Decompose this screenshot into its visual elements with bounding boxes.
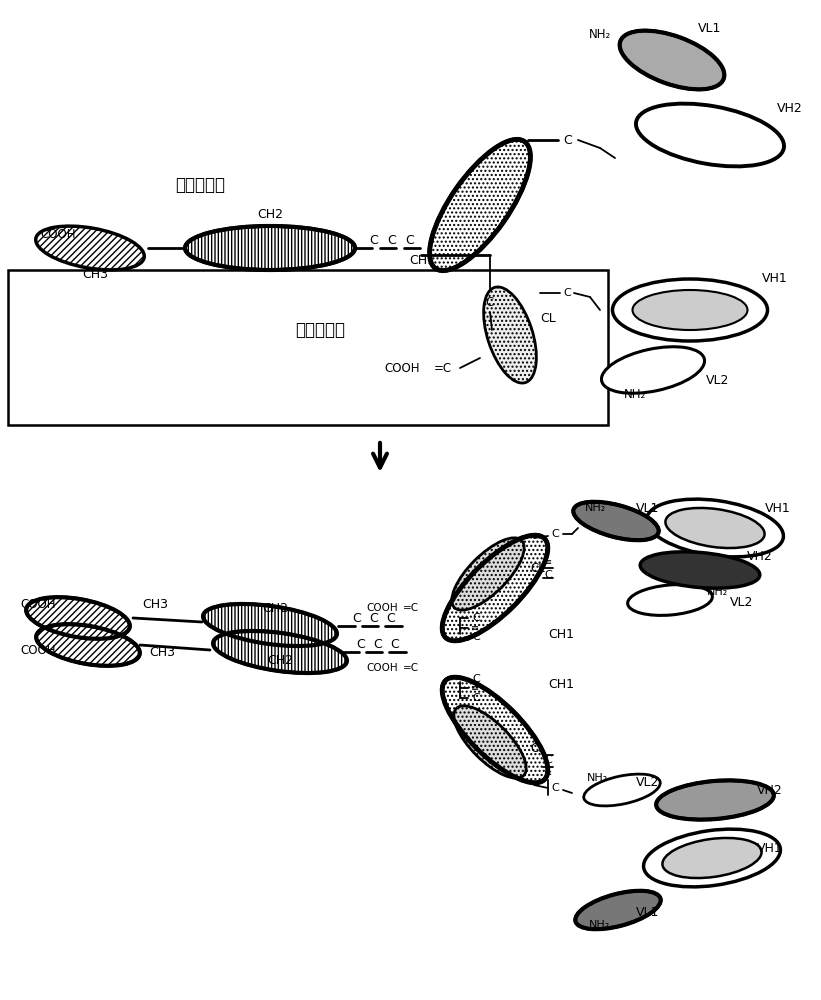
Text: CH1: CH1 [548, 629, 574, 642]
Text: ≡: ≡ [471, 623, 479, 633]
Text: C: C [472, 693, 480, 703]
Text: VL2: VL2 [706, 373, 730, 386]
Text: C: C [551, 783, 559, 793]
Text: CL: CL [530, 562, 545, 574]
Text: C: C [369, 612, 378, 626]
Text: NH₂: NH₂ [585, 503, 606, 513]
Ellipse shape [203, 604, 337, 646]
Text: VH1: VH1 [757, 842, 783, 854]
Ellipse shape [636, 104, 784, 166]
Text: C: C [391, 639, 399, 652]
Text: NH₂: NH₂ [708, 587, 728, 597]
Text: CH3: CH3 [142, 598, 168, 611]
Ellipse shape [573, 502, 658, 540]
Ellipse shape [576, 891, 661, 929]
Text: C: C [356, 639, 365, 652]
Ellipse shape [612, 279, 768, 341]
Text: C: C [353, 612, 361, 626]
Text: VH2: VH2 [747, 550, 773, 564]
Ellipse shape [620, 31, 724, 89]
Text: C: C [374, 639, 383, 652]
Text: 第一多肽链: 第一多肽链 [175, 176, 225, 194]
Text: C: C [544, 570, 552, 580]
Text: ≡: ≡ [544, 557, 552, 567]
Text: CH2: CH2 [267, 654, 293, 666]
Text: C: C [472, 632, 480, 642]
Text: COOH: COOH [20, 598, 56, 611]
Ellipse shape [454, 706, 526, 778]
Text: COOH: COOH [366, 603, 398, 613]
Text: C: C [472, 613, 480, 623]
Text: =C: =C [434, 361, 452, 374]
Text: CL: CL [530, 742, 545, 754]
Text: C: C [563, 288, 571, 298]
Text: C: C [369, 233, 378, 246]
Ellipse shape [36, 226, 144, 270]
Ellipse shape [484, 287, 536, 383]
Text: CH3: CH3 [149, 646, 175, 658]
Ellipse shape [443, 535, 548, 641]
Text: C: C [388, 233, 397, 246]
Ellipse shape [36, 624, 140, 666]
Text: =C: =C [403, 663, 420, 673]
Text: 第二多肽链: 第二多肽链 [295, 321, 345, 339]
Text: C: C [472, 674, 480, 684]
Text: =C: =C [403, 603, 420, 613]
Text: COOH: COOH [20, 644, 56, 656]
Text: C: C [486, 296, 494, 308]
Text: COOH: COOH [366, 663, 398, 673]
Ellipse shape [647, 499, 783, 557]
Text: NH₂: NH₂ [587, 773, 608, 783]
Ellipse shape [632, 290, 747, 330]
Text: CH1: CH1 [548, 678, 574, 692]
Text: ≡: ≡ [471, 683, 479, 693]
Text: CH3: CH3 [82, 268, 108, 282]
Ellipse shape [452, 538, 524, 610]
Ellipse shape [663, 838, 762, 878]
Text: CH1: CH1 [409, 253, 435, 266]
Text: VH1: VH1 [765, 502, 791, 514]
Ellipse shape [429, 139, 530, 271]
Text: VH2: VH2 [757, 784, 783, 796]
Text: VL2: VL2 [636, 776, 660, 790]
Text: C: C [406, 233, 415, 246]
Ellipse shape [213, 631, 347, 673]
Ellipse shape [185, 226, 355, 270]
Text: VH1: VH1 [762, 271, 788, 284]
Text: NH₂: NH₂ [589, 920, 611, 930]
Text: COOH: COOH [40, 229, 76, 241]
Text: CH2: CH2 [257, 209, 283, 222]
Text: VL1: VL1 [699, 21, 722, 34]
Text: C: C [544, 755, 552, 765]
Ellipse shape [640, 552, 759, 588]
Ellipse shape [443, 677, 548, 783]
Text: C: C [387, 612, 396, 626]
Ellipse shape [665, 508, 764, 548]
Ellipse shape [584, 774, 660, 806]
Text: C: C [564, 133, 572, 146]
Ellipse shape [26, 597, 130, 639]
Text: C: C [551, 529, 559, 539]
Ellipse shape [627, 585, 713, 615]
Ellipse shape [602, 347, 704, 393]
Text: VL1: VL1 [636, 502, 660, 514]
Text: CL: CL [540, 312, 556, 324]
Ellipse shape [644, 829, 781, 887]
Text: ≡: ≡ [544, 768, 552, 778]
Text: VL1: VL1 [636, 906, 660, 920]
Text: NH₂: NH₂ [589, 28, 611, 41]
Text: VL2: VL2 [731, 596, 754, 609]
Text: COOH: COOH [384, 361, 420, 374]
Text: VH2: VH2 [777, 102, 803, 114]
Text: NH₂: NH₂ [624, 388, 646, 401]
Text: CH2: CH2 [262, 601, 288, 614]
Bar [8, 270, 608, 425]
Ellipse shape [656, 780, 774, 820]
